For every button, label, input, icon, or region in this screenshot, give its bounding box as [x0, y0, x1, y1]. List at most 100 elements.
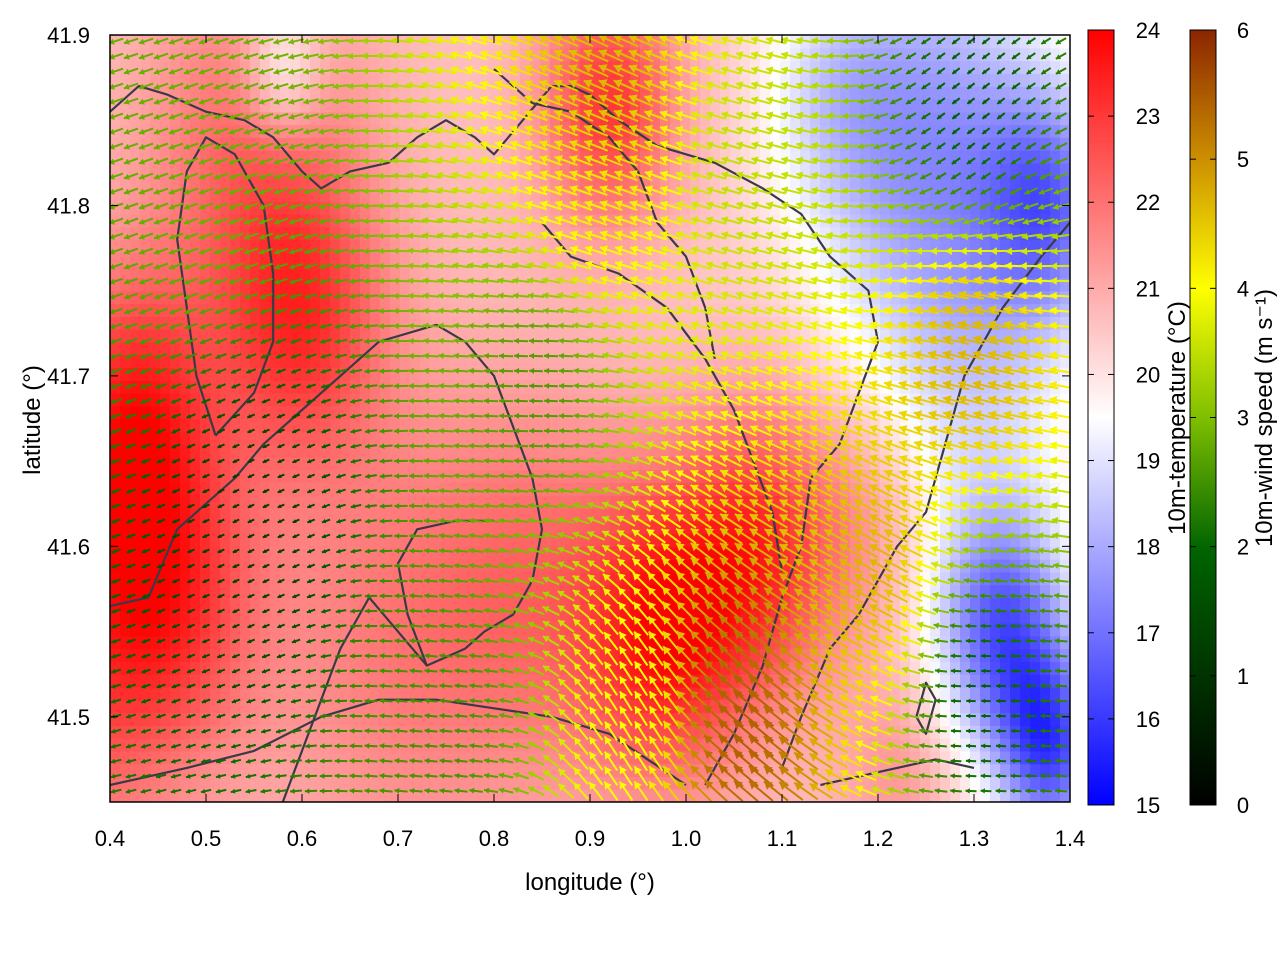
heat-cell	[640, 188, 651, 202]
heat-cell	[910, 188, 921, 202]
heat-cell	[460, 495, 471, 509]
heat-cell	[630, 431, 641, 445]
heat-cell	[550, 405, 561, 420]
heat-cell	[310, 290, 321, 305]
heat-cell	[170, 750, 181, 765]
heat-cell	[440, 47, 451, 62]
heat-cell	[180, 214, 191, 228]
heat-cell	[150, 124, 161, 138]
heat-cell	[780, 86, 791, 100]
heat-cell	[210, 162, 221, 177]
heat-cell	[420, 776, 431, 790]
heat-cell	[240, 520, 251, 535]
heat-cell	[720, 623, 731, 637]
heat-cell	[790, 277, 801, 292]
heat-cell	[370, 533, 381, 547]
heat-cell	[320, 188, 331, 202]
heat-cell	[870, 277, 881, 292]
heat-cell	[840, 597, 851, 611]
heat-cell	[240, 750, 251, 765]
heat-cell	[350, 738, 361, 752]
heat-cell	[560, 546, 571, 560]
heat-cell	[870, 431, 881, 445]
heat-cell	[890, 431, 901, 445]
heat-cell	[280, 277, 291, 292]
heat-cell	[640, 520, 651, 535]
heat-cell	[820, 150, 831, 164]
heat-cell	[160, 495, 171, 509]
heat-cell	[810, 559, 821, 573]
heat-cell	[160, 508, 171, 522]
heat-cell	[710, 482, 721, 496]
heat-cell	[700, 265, 711, 279]
heat-cell	[420, 725, 431, 739]
heat-cell	[310, 111, 321, 126]
heat-cell	[180, 418, 191, 432]
heat-cell	[720, 712, 731, 726]
heat-cell	[550, 699, 561, 714]
heat-cell	[730, 431, 741, 445]
heat-cell	[200, 137, 211, 151]
heat-cell	[740, 392, 751, 407]
heat-cell	[500, 546, 511, 560]
heat-cell	[830, 162, 841, 177]
heat-cell	[190, 776, 201, 790]
heat-cell	[150, 150, 161, 164]
heat-cell	[370, 699, 381, 714]
heat-cell	[180, 137, 191, 151]
heat-cell	[280, 584, 291, 599]
heat-cell	[520, 367, 531, 381]
heat-cell	[850, 137, 861, 151]
heat-cell	[490, 789, 501, 802]
heat-cell	[700, 60, 711, 74]
heat-cell	[600, 86, 611, 100]
heat-cell	[380, 265, 391, 279]
heat-cell	[440, 763, 451, 777]
heat-cell	[150, 520, 161, 535]
heat-cell	[470, 137, 481, 151]
heat-cell	[660, 546, 671, 560]
heat-cell	[910, 150, 921, 164]
heat-cell	[260, 571, 271, 586]
heat-cell	[260, 137, 271, 151]
heat-cell	[110, 111, 121, 126]
heat-cell	[770, 137, 781, 151]
heat-cell	[740, 725, 751, 739]
heat-cell	[740, 597, 751, 611]
heat-cell	[360, 674, 371, 688]
heat-cell	[160, 354, 171, 368]
heat-cell	[700, 162, 711, 177]
heat-cell	[890, 47, 901, 62]
heat-cell	[170, 277, 181, 292]
heat-cell	[310, 750, 321, 765]
heat-cell	[200, 789, 211, 802]
heat-cell	[340, 290, 351, 305]
heat-cell	[150, 329, 161, 343]
heat-cell	[430, 661, 441, 675]
heat-cell	[360, 150, 371, 164]
heat-cell	[320, 750, 331, 765]
heat-cell	[110, 584, 121, 599]
heat-cell	[440, 623, 451, 637]
heat-cell	[180, 35, 191, 49]
heat-cell	[370, 252, 381, 266]
heat-cell	[680, 776, 691, 790]
heat-cell	[280, 456, 291, 471]
heat-cell	[160, 188, 171, 202]
heat-cell	[930, 239, 941, 253]
heat-cell	[810, 712, 821, 726]
heat-cell	[770, 725, 781, 739]
heat-cell	[270, 98, 281, 113]
heat-cell	[460, 214, 471, 228]
heat-cell	[390, 444, 401, 458]
heat-cell	[160, 111, 171, 126]
heat-cell	[900, 162, 911, 177]
heat-cell	[910, 686, 921, 701]
heat-cell	[520, 175, 531, 189]
heat-cell	[350, 508, 361, 522]
heat-cell	[480, 776, 491, 790]
heat-cell	[220, 597, 231, 611]
heat-cell	[490, 98, 501, 113]
heat-cell	[140, 750, 151, 765]
heat-cell	[190, 277, 201, 292]
